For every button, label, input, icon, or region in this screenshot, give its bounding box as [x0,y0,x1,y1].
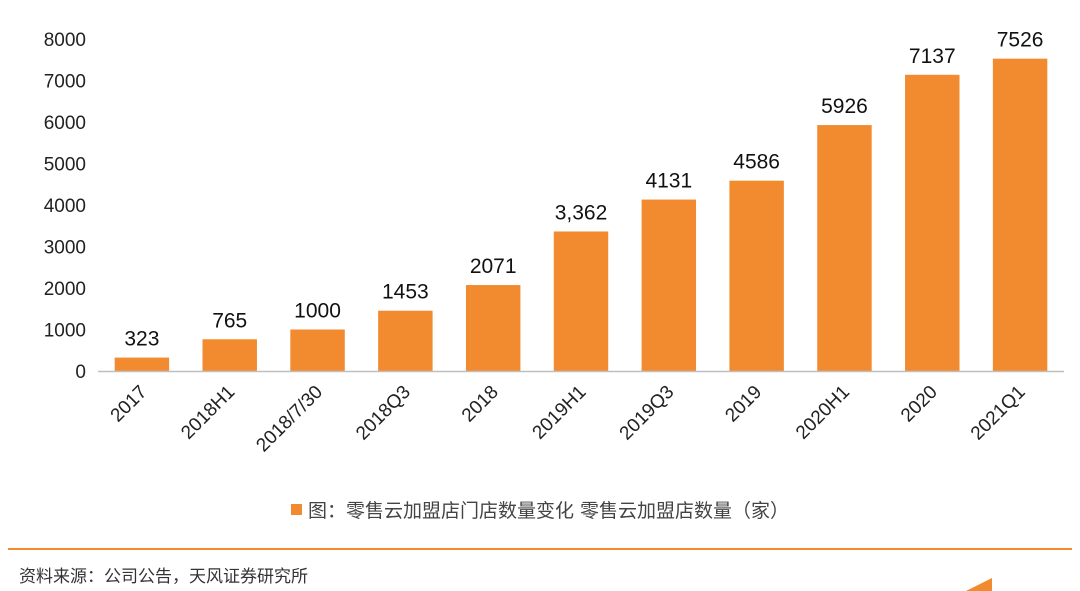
data-label: 2071 [470,255,517,278]
y-axis: 0 1000 2000 3000 4000 5000 6000 7000 8000 [44,30,86,383]
x-tick-label: 2017 [107,382,152,427]
y-tick-label: 6000 [44,113,86,134]
x-tick-label: 2018Q3 [352,382,415,445]
y-tick-label: 7000 [44,72,86,93]
bar [992,58,1048,372]
y-tick-label: 8000 [44,30,86,51]
brand-logo-mark [966,578,992,591]
bar [202,339,257,371]
bar [817,125,872,371]
x-tick-label: 2020H1 [792,382,854,444]
data-label: 1000 [294,300,341,323]
legend: 图：零售云加盟店门店数量变化 零售云加盟店数量（家） [0,496,1080,523]
data-label: 7137 [909,45,956,68]
legend-label: 图：零售云加盟店门店数量变化 零售云加盟店数量（家） [307,500,790,522]
x-axis: 2017 2018H1 2018/7/30 2018Q3 2018 2019H1 2019Q… [107,382,1030,457]
x-tick-label: 2020 [897,382,942,427]
y-tick-label: 0 [75,362,86,383]
data-label: 323 [124,328,159,351]
bar [553,231,609,371]
data-labels: 323 765 1000 1453 2071 3,362 4131 4586 5926 7137 7… [124,29,1043,351]
x-tick-label: 2019H1 [529,382,591,444]
data-label: 4586 [733,151,780,174]
bar [641,199,697,371]
data-label: 3,362 [555,201,608,224]
x-tick-label: 2018/7/30 [252,382,327,457]
source-note: 资料来源：公司公告，天风证券研究所 [19,567,308,587]
x-tick-label: 2018 [458,382,503,427]
data-label: 765 [212,309,247,332]
bar [729,180,784,371]
bar [905,74,960,371]
data-label: 1453 [382,281,429,304]
y-tick-label: 4000 [44,196,86,217]
x-tick-label: 2021Q1 [967,382,1030,445]
y-tick-label: 2000 [44,279,86,300]
data-label: 7526 [997,29,1044,52]
bar [114,357,170,371]
x-tick-label: 2018H1 [177,382,239,444]
divider [8,548,1072,550]
x-tick-label: 2019 [721,382,766,427]
bars [114,58,1048,372]
bar [465,285,521,371]
y-tick-label: 1000 [44,321,86,342]
x-tick-label: 2019Q3 [616,382,679,445]
bar-chart: 0 1000 2000 3000 4000 5000 6000 7000 8000 323 765… [44,29,1064,457]
y-tick-label: 3000 [44,238,86,259]
data-label: 4131 [645,170,692,193]
legend-swatch [290,504,302,515]
data-label: 5926 [821,95,868,118]
y-tick-label: 5000 [44,155,86,176]
bar [290,329,345,371]
bar [378,310,433,371]
